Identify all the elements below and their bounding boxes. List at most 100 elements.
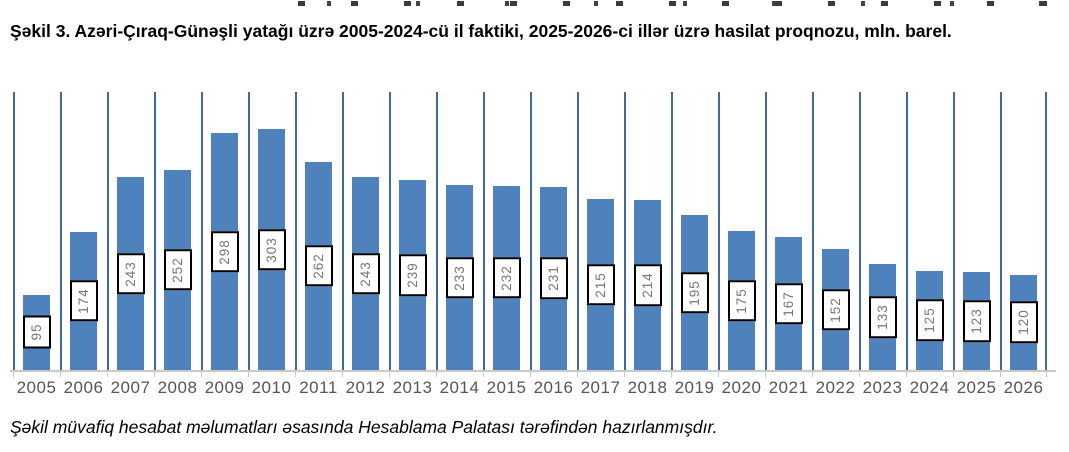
- bar-value-label: 152: [821, 288, 850, 331]
- axis-tick: [671, 372, 672, 377]
- bar-value-text: 262: [310, 253, 326, 279]
- x-axis-label: 2026: [1003, 378, 1044, 397]
- category-gridline: [1000, 92, 1002, 370]
- x-axis-label: 2005: [16, 378, 57, 397]
- bar-value-text: 239: [404, 262, 420, 288]
- bar-value-label: 125: [915, 299, 944, 342]
- axis-tick: [248, 372, 249, 377]
- category-gridline: [154, 92, 156, 370]
- category-gridline: [624, 92, 626, 370]
- category-gridline: [295, 92, 297, 370]
- bar-value-label: 174: [69, 280, 98, 322]
- bar-chart: 95 174 243 252 298 303 262 243 239 233 232 231 215 21…: [10, 92, 1056, 397]
- category-gridline: [812, 92, 814, 370]
- bar-value-label: 243: [116, 252, 145, 295]
- category-gridline: [671, 92, 673, 370]
- bar-value-label: 214: [633, 264, 662, 306]
- x-axis-label: 2019: [674, 378, 715, 397]
- bar-value-text: 123: [968, 308, 984, 334]
- bar-value-text: 125: [921, 307, 937, 334]
- bar-value-label: 120: [1009, 301, 1038, 344]
- category-gridline: [530, 92, 532, 370]
- axis-tick: [624, 372, 625, 377]
- axis-tick: [295, 372, 296, 377]
- category-gridline: [342, 92, 344, 370]
- x-axis-label: 2024: [909, 378, 950, 397]
- bar-value-label: 232: [492, 257, 521, 299]
- bar-value-text: 231: [545, 265, 561, 292]
- category-gridline: [483, 92, 485, 370]
- axis-tick: [342, 372, 343, 377]
- x-axis-label: 2025: [956, 378, 997, 397]
- figure-title: Şəkil 3. Azəri-Çıraq-Günəşli yatağı üzrə…: [10, 21, 952, 41]
- bar-value-text: 174: [75, 288, 91, 314]
- bar-value-text: 152: [827, 296, 843, 323]
- bar-value-text: 214: [639, 272, 655, 298]
- category-gridline: [201, 92, 203, 370]
- category-gridline: [389, 92, 391, 370]
- axis-tick: [906, 372, 907, 377]
- bar-value-text: 215: [592, 271, 608, 298]
- x-axis-label: 2006: [63, 378, 104, 397]
- bar-value-label: 233: [445, 256, 474, 299]
- axis-tick: [436, 372, 437, 377]
- axis-tick: [530, 372, 531, 377]
- axis-tick: [577, 372, 578, 377]
- bar-value-text: 175: [733, 287, 749, 314]
- cropped-text-remnant: [298, 1, 1054, 6]
- x-axis-label: 2016: [533, 378, 574, 397]
- bar-value-label: 167: [774, 282, 803, 325]
- bar-value-text: 95: [28, 323, 44, 341]
- x-axis-label: 2015: [486, 378, 527, 397]
- x-axis-line: [10, 370, 1056, 372]
- axis-tick: [107, 372, 108, 377]
- axis-tick: [154, 372, 155, 377]
- bar-value-label: 231: [539, 257, 568, 300]
- category-gridline: [859, 92, 861, 370]
- axis-tick: [953, 372, 954, 377]
- bar-value-text: 233: [451, 264, 467, 291]
- bar-value-label: 95: [22, 315, 51, 349]
- x-axis-label: 2021: [768, 378, 809, 397]
- x-axis-label: 2010: [251, 378, 292, 397]
- category-gridline: [906, 92, 908, 370]
- bar-value-label: 262: [304, 245, 333, 287]
- x-axis-label: 2007: [110, 378, 151, 397]
- axis-tick: [765, 372, 766, 377]
- category-gridline: [107, 92, 109, 370]
- category-gridline: [765, 92, 767, 370]
- bar-value-label: 195: [680, 271, 709, 314]
- x-axis-label: 2022: [815, 378, 856, 397]
- figure-footnote: Şəkil müvafiq hesabat məlumatları əsasın…: [10, 417, 718, 437]
- x-axis-label: 2013: [392, 378, 433, 397]
- x-axis-label: 2009: [204, 378, 245, 397]
- category-gridline: [60, 92, 62, 370]
- axis-tick: [60, 372, 61, 377]
- x-axis-label: 2018: [627, 378, 668, 397]
- bar-value-text: 303: [263, 236, 279, 263]
- bar-value-text: 243: [122, 260, 138, 287]
- x-axis-label: 2017: [580, 378, 621, 397]
- bar-value-label: 298: [210, 230, 239, 273]
- axis-tick: [812, 372, 813, 377]
- bar-value-text: 232: [498, 265, 514, 291]
- plot-area: 95 174 243 252 298 303 262 243 239 233 232 231 215 21…: [13, 92, 1047, 370]
- bar-value-label: 123: [962, 300, 991, 342]
- axis-tick: [389, 372, 390, 377]
- category-gridline: [718, 92, 720, 370]
- bar-value-label: 252: [163, 249, 192, 291]
- category-gridline: [577, 92, 579, 370]
- x-axis-label: 2020: [721, 378, 762, 397]
- category-gridline: [953, 92, 955, 370]
- axis-tick: [201, 372, 202, 377]
- axis-tick: [859, 372, 860, 377]
- bar-value-label: 303: [257, 228, 286, 271]
- category-gridline: [1045, 92, 1047, 370]
- axis-tick: [13, 372, 14, 377]
- x-axis-label: 2012: [345, 378, 386, 397]
- bar-value-label: 243: [351, 252, 380, 295]
- bar-value-text: 195: [686, 279, 702, 306]
- axis-tick: [483, 372, 484, 377]
- category-gridline: [436, 92, 438, 370]
